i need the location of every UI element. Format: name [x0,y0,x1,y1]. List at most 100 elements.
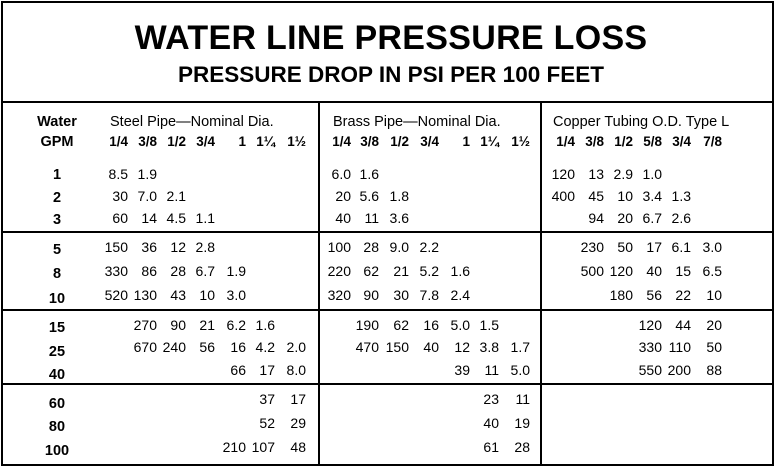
table-cell: 62 [363,263,379,279]
table-cell: 12 [170,239,186,255]
table-cell: 180 [609,287,633,303]
table-cell: 1.9 [137,166,157,182]
table-cell: 90 [170,317,186,333]
table-cell: 120 [638,317,662,333]
gpm-value: 2 [52,190,62,206]
gpm-value: 5 [52,242,62,258]
gpm-value: 80 [48,419,66,435]
table-cell: 14 [141,210,157,226]
gpm-value: 15 [48,320,66,336]
table-cell: 500 [580,263,604,279]
table-cell: 150 [385,339,409,355]
table-cell: 120 [609,263,633,279]
steel-size-header: 1/4 [109,134,128,149]
copper-size-header: 1/4 [556,134,575,149]
table-cell: 36 [141,239,157,255]
page-subtitle: PRESSURE DROP IN PSI PER 100 FEET [178,62,604,87]
table-cell: 1.6 [450,263,470,279]
table-cell: 6.1 [671,239,691,255]
brass-size-header: 1 [462,134,470,149]
table-cell: 86 [141,263,157,279]
table-cell: 11 [515,391,530,407]
table-cell: 9.0 [389,239,409,255]
table-cell: 10 [199,287,215,303]
table-cell: 90 [363,287,379,303]
table-cell: 48 [290,439,306,455]
brass-size-header: 1½ [511,134,530,149]
table-cell: 28 [514,439,530,455]
table-cell: 3.4 [642,188,662,204]
table-cell: 10 [706,287,722,303]
copper-size-header: 1/2 [614,134,633,149]
table-frame [1,1,774,466]
table-cell: 1.8 [389,188,409,204]
steel-size-header: 1 [238,134,246,149]
brass-size-header: 1¼ [480,134,499,149]
table-cell: 60 [112,210,128,226]
table-cell: 1.6 [255,317,275,333]
brass-header: Brass Pipe—Nominal Dia. [333,114,501,130]
table-cell: 2.2 [419,239,439,255]
table-cell: 29 [290,415,306,431]
table-cell: 61 [483,439,499,455]
steel-brass-divider [318,102,320,464]
gpm-value: 100 [44,443,70,459]
brass-copper-divider [540,102,542,464]
table-cell: 130 [133,287,157,303]
table-cell: 6.5 [702,263,722,279]
table-cell: 5.6 [359,188,379,204]
table-cell: 94 [588,210,604,226]
table-cell: 37 [259,391,275,407]
steel-size-header: 3/8 [138,134,157,149]
table-cell: 1.7 [510,339,530,355]
copper-size-header: 5/8 [643,134,662,149]
table-cell: 2.8 [195,239,215,255]
table-cell: 21 [199,317,215,333]
brass-size-header: 1/2 [390,134,409,149]
table-cell: 50 [617,239,633,255]
brass-size-header: 3/8 [360,134,379,149]
group-divider-1 [3,231,772,233]
table-cell: 5.0 [450,317,470,333]
table-cell: 320 [327,287,351,303]
table-cell: 12 [454,339,470,355]
table-cell: 7.0 [137,188,157,204]
table-cell: 107 [251,439,275,455]
table-cell: 45 [588,188,604,204]
table-cell: 21 [393,263,409,279]
table-cell: 17 [290,391,306,407]
table-cell: 110 [668,339,691,355]
table-cell: 11 [484,362,499,378]
table-cell: 1.9 [226,263,246,279]
table-cell: 190 [355,317,379,333]
table-cell: 11 [364,210,379,226]
copper-size-header: 7/8 [703,134,722,149]
table-cell: 120 [551,166,575,182]
table-cell: 550 [638,362,662,378]
table-cell: 62 [393,317,409,333]
table-cell: 66 [230,362,246,378]
table-cell: 20 [335,188,351,204]
brass-size-header: 1/4 [332,134,351,149]
gpm-value: 25 [48,344,66,360]
gpm-header-line1: Water [37,114,77,130]
group-divider-3 [3,383,772,385]
table-cell: 3.0 [226,287,246,303]
brass-size-header: 3/4 [420,134,439,149]
table-cell: 43 [170,287,186,303]
table-cell: 520 [104,287,128,303]
table-cell: 2.1 [166,188,186,204]
table-cell: 3.0 [702,239,722,255]
table-cell: 2.4 [450,287,470,303]
steel-size-header: 1¼ [256,134,275,149]
table-cell: 200 [667,362,691,378]
table-cell: 8.5 [108,166,128,182]
table-cell: 16 [230,339,246,355]
table-cell: 1.5 [479,317,499,333]
table-cell: 88 [706,362,722,378]
table-cell: 1.1 [195,210,215,226]
table-cell: 6.7 [642,210,662,226]
table-cell: 2.9 [613,166,633,182]
table-cell: 56 [199,339,215,355]
header-rule [3,101,772,103]
